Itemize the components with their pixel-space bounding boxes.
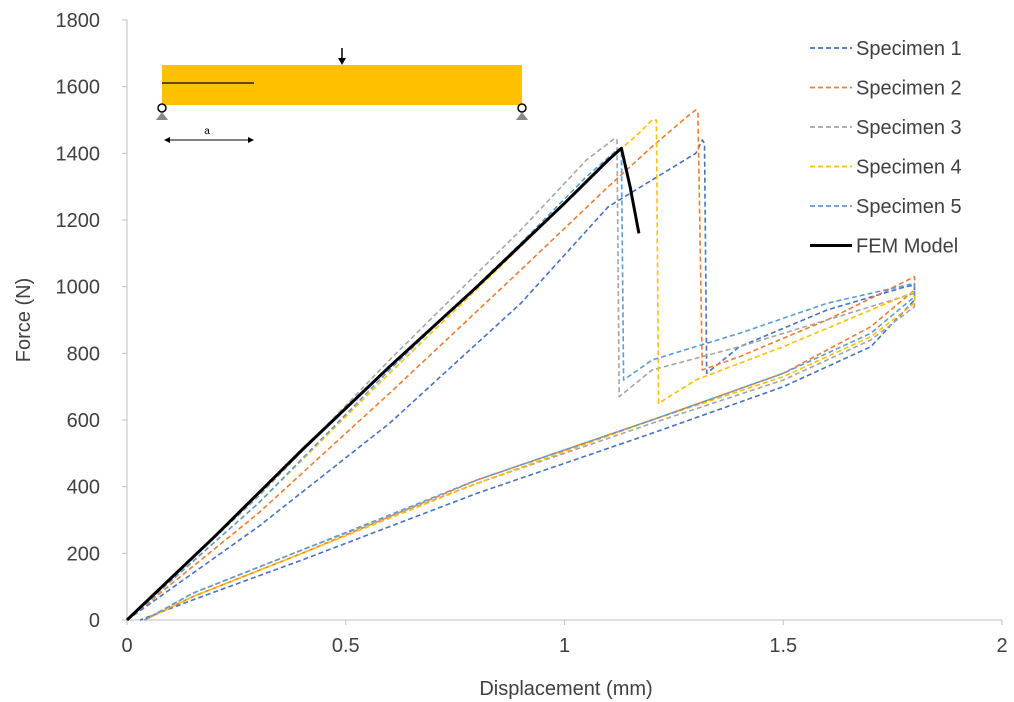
x-tick-label: 0.5 xyxy=(332,635,360,657)
crack-length-label: a xyxy=(204,126,210,137)
x-tick-label: 2 xyxy=(996,635,1007,657)
left-support-icon xyxy=(157,103,167,113)
y-tick-label: 1400 xyxy=(56,143,101,165)
dimension-arrow-left-icon xyxy=(164,137,170,143)
legend-label: Specimen 1 xyxy=(856,38,962,60)
series-layer xyxy=(125,109,916,622)
left-support-base-icon xyxy=(156,112,168,120)
beam-rect xyxy=(162,65,522,105)
y-tick-label: 1200 xyxy=(56,210,101,232)
y-tick-label: 800 xyxy=(67,343,100,365)
x-tick-label: 0 xyxy=(121,635,132,657)
y-tick-label: 0 xyxy=(89,610,100,632)
beam-schematic: a xyxy=(156,48,528,143)
series-line-specimen-2 xyxy=(126,109,916,621)
legend: Specimen 1 Specimen 2 Specimen 3 Specimen 4… xyxy=(810,38,962,258)
legend-label: Specimen 3 xyxy=(856,117,962,139)
series-line-specimen-5 xyxy=(126,147,916,621)
y-tick-label: 1600 xyxy=(56,77,101,99)
y-tick-label: 1000 xyxy=(56,277,101,299)
x-axis-title: Displacement (mm) xyxy=(479,678,652,700)
legend-label: Specimen 2 xyxy=(856,78,962,100)
y-tick-label: 400 xyxy=(67,477,100,499)
series-line-fem-model xyxy=(125,146,641,622)
series-line-specimen-3 xyxy=(126,137,916,621)
x-tick-label: 1 xyxy=(559,635,570,657)
load-arrow-icon xyxy=(338,58,346,65)
legend-label: Specimen 4 xyxy=(856,157,962,179)
y-tick-label: 600 xyxy=(67,410,100,432)
x-tick-label: 1.5 xyxy=(769,635,797,657)
right-support-base-icon xyxy=(516,112,528,120)
series-line-specimen-1 xyxy=(126,139,916,621)
y-tick-label: 200 xyxy=(67,543,100,565)
y-axis-title: Force (N) xyxy=(13,278,35,362)
axes: 0 0.5 1 1.5 2 0 200 400 600 800 1000 1200 1400 1600 18… xyxy=(56,10,1008,657)
legend-label: Specimen 5 xyxy=(856,196,962,218)
right-support-icon xyxy=(517,103,527,113)
legend-label: FEM Model xyxy=(856,236,958,258)
dimension-arrow-right-icon xyxy=(248,137,254,143)
y-tick-label: 1800 xyxy=(56,10,101,32)
